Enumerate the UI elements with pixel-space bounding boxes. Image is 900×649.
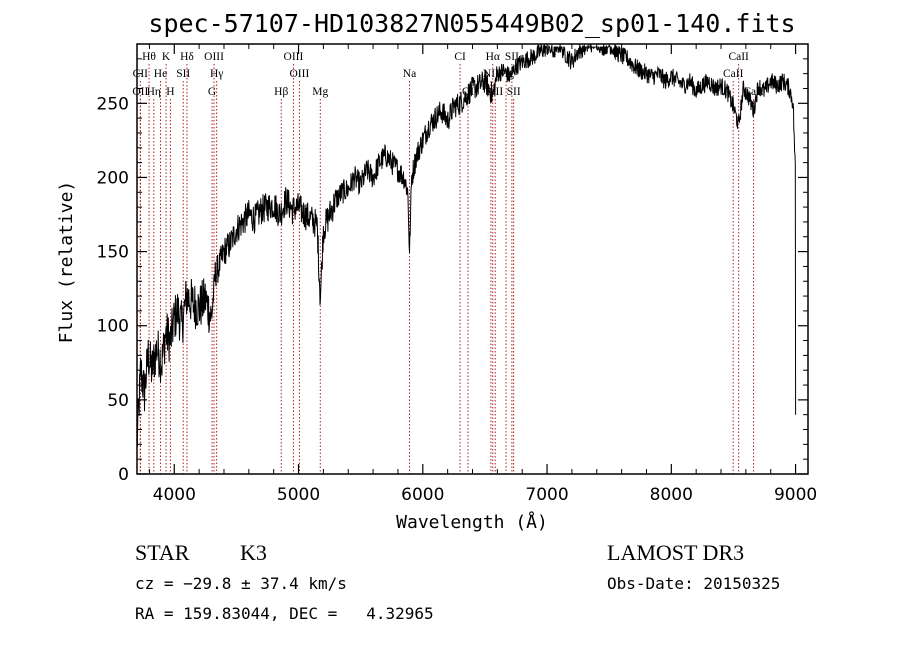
chart-title: spec-57107-HD103827N055449B02_sp01-140.f…	[148, 9, 795, 38]
line-marker-label-13: OIII	[290, 68, 310, 80]
x-tick-label-4: 8000	[650, 485, 693, 505]
line-marker-label-19: Hη	[147, 86, 161, 98]
line-marker-label-14: Na	[403, 68, 416, 80]
y-axis-label: Flux (relative)	[56, 181, 77, 344]
observation-date: Obs-Date: 20150325	[607, 574, 780, 593]
line-marker-label-21: G	[208, 86, 216, 98]
y-tick-label-2: 100	[97, 317, 129, 337]
spectrum-series	[136, 43, 797, 447]
y-tick-label-5: 250	[97, 94, 129, 114]
x-tick-label-1: 5000	[277, 485, 320, 505]
line-marker-label-2: Hδ	[180, 51, 194, 63]
line-marker-label-12: Hγ	[210, 68, 223, 80]
line-marker-label-3: OIII	[204, 51, 224, 63]
line-marker-label-8: CaII	[728, 51, 749, 63]
x-tick-label-5: 9000	[774, 485, 817, 505]
line-marker-label-10: He	[154, 68, 167, 80]
x-axis-label: Wavelength (Å)	[396, 511, 548, 533]
redshift-cz: cz = −29.8 ± 37.4 km/s	[135, 574, 347, 593]
object-class: STAR	[135, 540, 190, 565]
y-tick-label-3: 150	[97, 243, 129, 263]
y-tick-label-4: 200	[97, 168, 129, 188]
y-tick-label-0: 0	[118, 465, 129, 485]
y-axis-ticks: 0 50 100 150 200 250	[97, 43, 808, 485]
x-tick-label-0: 4000	[153, 485, 196, 505]
coordinates: RA = 159.83044, DEC = 4.32965	[135, 604, 434, 623]
spectrum-line	[136, 43, 797, 447]
line-marker-label-0: Hθ	[142, 51, 156, 63]
line-marker-label-22: Hβ	[274, 86, 288, 98]
line-marker-label-6: Hα	[486, 51, 500, 63]
line-marker-label-23: Mg	[312, 86, 328, 98]
line-marker-label-11: SII	[176, 68, 190, 80]
line-marker-label-1: K	[162, 51, 171, 63]
line-marker-label-4: OIII	[284, 51, 304, 63]
y-tick-label-1: 50	[107, 391, 129, 411]
x-tick-label-3: 7000	[525, 485, 568, 505]
x-tick-label-2: 6000	[401, 485, 444, 505]
survey-name: LAMOST DR3	[607, 540, 744, 565]
line-marker-label-20: H	[166, 86, 174, 98]
plot-frame	[136, 43, 809, 475]
x-axis-ticks: 4000 5000 6000 7000 8000 9000	[148, 44, 817, 505]
line-marker-label-26: SII	[507, 86, 521, 98]
line-marker-label-5: CI	[454, 51, 466, 63]
object-subclass: K3	[240, 540, 267, 565]
line-marker-label-17: CaII	[723, 68, 744, 80]
